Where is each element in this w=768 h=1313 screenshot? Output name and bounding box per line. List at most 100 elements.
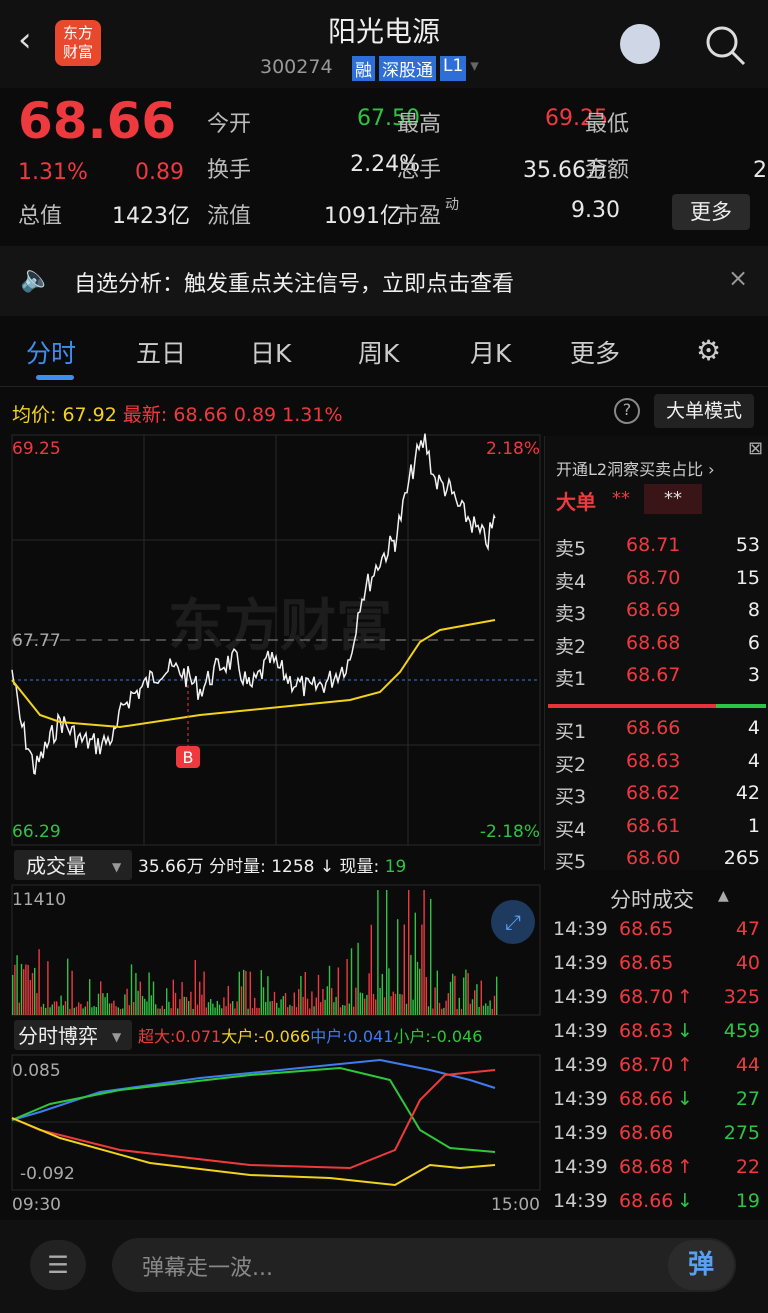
volume-bar-decor — [375, 999, 377, 1015]
volume-bar-decor — [221, 1008, 223, 1015]
volume-bar-decor — [229, 1003, 232, 1015]
trade-volume: 27 — [735, 1088, 760, 1110]
trade-time: 14:39 — [553, 986, 608, 1008]
volume-bar-decor — [38, 949, 40, 1015]
volume-bar-decor — [218, 1004, 221, 1015]
volume-bar-decor — [212, 1003, 214, 1015]
volume-bar-decor — [45, 1007, 47, 1015]
book-volume: 53 — [735, 534, 760, 556]
game-selector[interactable] — [14, 1020, 132, 1050]
volume-bar-decor — [416, 961, 419, 1015]
volume-bar-decor — [449, 981, 452, 1015]
book-price: 68.70 — [626, 566, 681, 589]
svg-text:⤢: ⤢ — [505, 910, 521, 934]
volume-bar-decor — [183, 996, 185, 1015]
placeholder: 弹幕走一波... — [142, 1256, 273, 1281]
volume-bar-decor — [474, 990, 476, 1015]
volume-bar-decor — [482, 1005, 485, 1015]
book-label: 买4 — [555, 818, 587, 841]
close-icon[interactable]: × — [728, 264, 749, 292]
volume-bar-decor — [53, 1001, 56, 1015]
volume-bar-decor — [71, 970, 73, 1015]
field-value: 9.30 — [571, 198, 620, 223]
volume-bar-decor — [366, 994, 368, 1015]
back-button[interactable]: ‹ — [18, 20, 32, 60]
comment-input[interactable] — [112, 1238, 736, 1292]
close-icon[interactable]: ⊠ — [748, 438, 764, 459]
volume-bar-decor — [267, 976, 269, 1015]
tab[interactable]: 五日 — [136, 339, 187, 368]
volume-bar-decor — [372, 994, 375, 1015]
last: 68.66 — [173, 404, 228, 426]
volume-bar-decor — [150, 995, 152, 1015]
expand-button[interactable] — [491, 900, 535, 944]
notice[interactable]: 自选分析：触发重点关注信号，立即点击查看 — [74, 272, 515, 297]
svg-text:▼: ▼ — [112, 860, 122, 874]
trade-volume: 40 — [735, 952, 760, 974]
tab[interactable]: 周K — [358, 339, 400, 368]
volume-bar-decor — [205, 1007, 207, 1015]
search-icon[interactable] — [702, 22, 748, 68]
tab[interactable]: 日K — [250, 339, 292, 368]
info-bar: 均价: 67.92 最新: 68.66 0.89 1.31% — [12, 400, 343, 427]
volume-bar-decor — [210, 998, 212, 1015]
volume-bar-decor — [40, 1006, 42, 1015]
tab[interactable]: 月K — [470, 339, 512, 368]
volume-bar-decor — [166, 988, 168, 1015]
volume-bar-decor — [216, 1000, 218, 1015]
volume-bar-decor — [419, 968, 421, 1015]
field-value: 2.24% — [350, 152, 420, 177]
volume-bar-decor — [155, 1004, 157, 1015]
volume-bar-decor — [93, 1006, 95, 1015]
tab[interactable]: 分时 — [26, 339, 77, 368]
more-button[interactable]: 更多 — [672, 194, 750, 230]
volume-bar-decor — [95, 1006, 97, 1015]
volume-bar-decor — [460, 1008, 463, 1015]
volume-bar-decor — [249, 971, 251, 1015]
promo[interactable]: 开通L2洞察买卖占比 › — [556, 460, 715, 479]
field-label: 换手 — [207, 158, 252, 183]
volume-selector[interactable] — [14, 850, 132, 880]
list-icon[interactable]: ☰ — [30, 1240, 86, 1290]
volume-bar-decor — [106, 993, 108, 1015]
field-value: 66.70 — [728, 106, 768, 131]
settings-icon[interactable]: ⚙ — [696, 334, 722, 367]
volume-bar-decor — [126, 988, 128, 1015]
volume-bar-decor — [408, 890, 410, 1015]
volume-bar-decor — [478, 1006, 480, 1015]
volume-bar-decor — [348, 1003, 350, 1015]
small-line — [11, 1066, 496, 1153]
trade-time: 14:39 — [553, 1054, 608, 1076]
volume-bar-decor — [493, 995, 496, 1015]
volume-bar-decor — [16, 955, 18, 1015]
volume-bar-decor — [152, 981, 155, 1015]
game-title: 分时博弈 — [18, 1024, 98, 1048]
volume-bar-decor — [320, 1002, 322, 1015]
trade-volume: 47 — [735, 918, 760, 940]
volume-bar-decor — [333, 1002, 335, 1015]
volume-bar-decor — [31, 973, 34, 1015]
ratio-bar — [548, 704, 716, 708]
volume-bar-decor — [243, 969, 245, 1015]
volume-bar-decor — [326, 986, 328, 1015]
tab[interactable]: 更多 — [570, 339, 621, 368]
field-value: 69.25 — [545, 106, 608, 131]
field-label: 金额 — [585, 158, 630, 183]
game-label: 中户: — [310, 1027, 347, 1046]
volume-bar-decor — [256, 1007, 258, 1015]
robot-icon[interactable] — [620, 24, 660, 64]
volume-bar-decor — [47, 961, 49, 1015]
trade-volume: 44 — [735, 1054, 760, 1076]
volume-bar-decor — [344, 1005, 346, 1015]
book-volume: 42 — [735, 782, 760, 804]
volume-bar-decor — [469, 1003, 471, 1015]
help-icon[interactable]: ? — [614, 398, 640, 424]
volume-bar-decor — [168, 1001, 170, 1015]
high-pct: 2.18% — [486, 439, 540, 459]
field-value: 67.50 — [357, 106, 420, 131]
book-label: 卖2 — [555, 635, 587, 658]
mode-button[interactable]: 大单模式 — [654, 394, 754, 428]
trade-time: 14:39 — [553, 1156, 608, 1178]
trade-price: 68.70 — [619, 1054, 674, 1076]
danmu-button[interactable]: 弹 — [668, 1240, 734, 1290]
